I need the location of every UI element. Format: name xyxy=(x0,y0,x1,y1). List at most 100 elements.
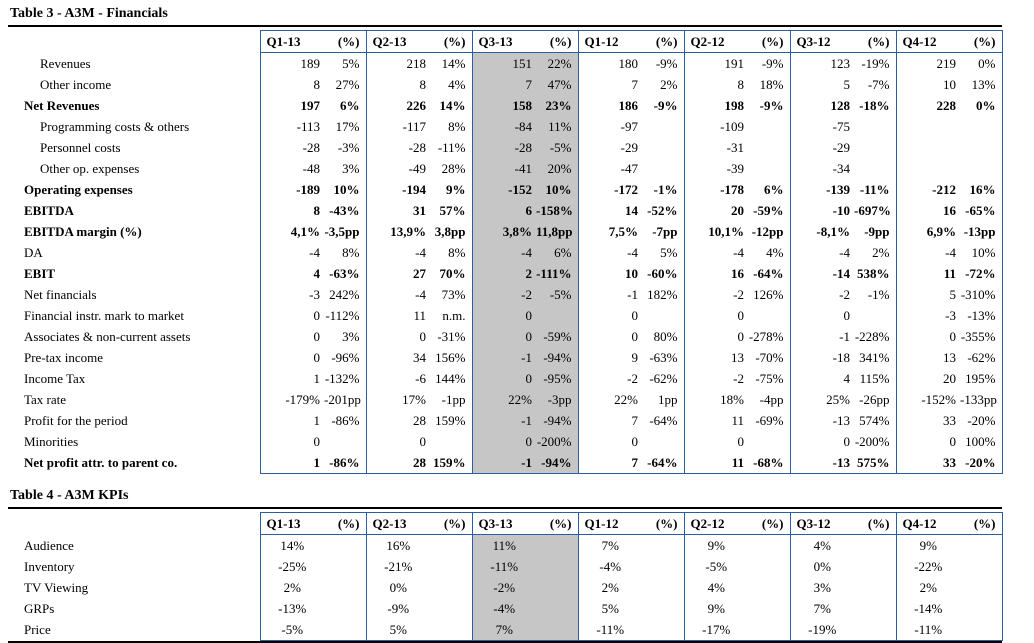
data-cell: -6 xyxy=(365,368,430,389)
data-cell xyxy=(748,116,790,137)
data-cell xyxy=(748,137,790,158)
data-cell: 70% xyxy=(439,266,466,281)
data-cell: -29 xyxy=(577,137,642,158)
data-cell: 1 xyxy=(259,452,324,474)
table-row: Inventory -25% -21% -11% -4% -5% 0% -22% xyxy=(8,556,1003,577)
data-cell: 18% xyxy=(683,389,748,410)
data-cell xyxy=(324,431,366,452)
column-header-pct: (%) xyxy=(748,30,790,53)
row-label: EBIT xyxy=(24,266,56,281)
data-cell: -28 xyxy=(471,137,536,158)
data-cell: -13 xyxy=(789,410,854,431)
data-cell: 219 xyxy=(895,52,960,74)
data-cell xyxy=(536,534,578,556)
data-cell: 197 xyxy=(259,95,324,116)
data-cell xyxy=(960,619,1003,641)
data-cell: -28 xyxy=(365,137,430,158)
data-cell: -133pp xyxy=(960,389,1003,410)
column-header-pct: (%) xyxy=(748,512,790,535)
data-cell: -94% xyxy=(536,347,578,368)
data-cell xyxy=(748,431,790,452)
column-header-pct: (%) xyxy=(324,512,366,535)
data-cell: -12pp xyxy=(751,224,784,239)
data-cell: -9pp xyxy=(864,224,890,239)
column-header-quarter: Q4-12 xyxy=(895,30,960,53)
data-cell: 0 xyxy=(683,326,748,347)
data-cell xyxy=(895,158,960,179)
data-cell: 1 xyxy=(259,410,324,431)
data-cell: 2 xyxy=(471,263,536,284)
data-cell: 31 xyxy=(365,200,430,221)
data-cell: 7% xyxy=(471,619,536,641)
data-cell xyxy=(324,619,366,641)
data-cell: -49 xyxy=(365,158,430,179)
data-cell: -9% xyxy=(365,598,430,619)
data-cell: -60% xyxy=(647,266,678,281)
table-row: Operating expenses -189 10% -194 9% -152 10% -1… xyxy=(8,179,1003,200)
data-cell: 0 xyxy=(577,326,642,347)
data-cell: -5% xyxy=(536,284,578,305)
data-cell: 23% xyxy=(536,95,578,116)
data-cell xyxy=(895,116,960,137)
row-label: Price xyxy=(24,622,51,638)
data-cell: 7 xyxy=(577,74,642,95)
data-cell: -1% xyxy=(653,182,678,197)
data-cell: 191 xyxy=(683,52,748,74)
data-cell xyxy=(642,598,684,619)
data-cell: -96% xyxy=(331,350,360,365)
table-row: Minorities 0 0 0 -200% 0 0 0 -200% 0 100% xyxy=(8,431,1003,452)
table-row: Net profit attr. to parent co. 1 -86% 28 159… xyxy=(8,452,1003,474)
data-cell: 3,8% xyxy=(471,221,536,242)
table-row: Associates & non-current assets 0 3% 0 -31% 0… xyxy=(8,326,1003,347)
row-label: Income Tax xyxy=(24,371,86,386)
column-header-pct: (%) xyxy=(430,512,472,535)
data-cell: 16 xyxy=(683,263,748,284)
data-cell: 11% xyxy=(536,116,578,137)
data-cell: -4 xyxy=(895,242,960,263)
data-cell: 5% xyxy=(342,56,360,71)
row-label: TV Viewing xyxy=(24,580,89,595)
column-header-pct: (%) xyxy=(430,30,472,53)
data-cell: -62% xyxy=(649,371,678,386)
data-cell: -132% xyxy=(324,371,360,386)
table-row: Pre-tax income 0 -96% 34 156% -1 -94% 9 -63% 13 -7… xyxy=(8,347,1003,368)
data-cell xyxy=(854,116,896,137)
corner-cell xyxy=(8,513,260,535)
data-cell xyxy=(430,431,472,452)
data-cell: 0% xyxy=(960,52,1003,74)
data-cell xyxy=(854,137,896,158)
data-cell: 2% xyxy=(577,577,642,598)
column-header-quarter: Q1-13 xyxy=(259,30,324,53)
data-cell: -1 xyxy=(789,326,854,347)
data-cell: 126% xyxy=(753,287,784,302)
data-cell xyxy=(430,556,472,577)
data-cell: -25% xyxy=(259,556,324,577)
data-cell: 0% xyxy=(365,577,430,598)
data-cell: 0% xyxy=(789,556,854,577)
column-header-quarter: Q3-13 xyxy=(471,30,536,53)
data-cell: -70% xyxy=(755,350,784,365)
data-cell: 6,9% xyxy=(895,221,960,242)
data-cell: -84 xyxy=(471,116,536,137)
data-cell: -59% xyxy=(536,326,578,347)
data-cell: -11% xyxy=(859,182,890,197)
column-header-pct: (%) xyxy=(536,30,578,53)
data-cell: 22% xyxy=(471,389,536,410)
data-cell: 156% xyxy=(435,350,466,365)
data-cell: 159% xyxy=(435,413,466,428)
data-cell xyxy=(642,431,684,452)
header-row: Q1-13 (%) Q2-13 (%) Q3-13 (%) Q1-12 (%) Q2-12 (%)… xyxy=(8,512,1003,535)
table-row: Audience 14% 16% 11% 7% 9% 4% 9% xyxy=(8,534,1003,556)
data-cell xyxy=(642,577,684,598)
data-cell: 180 xyxy=(577,52,642,74)
data-cell: -11% xyxy=(471,556,536,577)
data-cell: 3% xyxy=(342,329,360,344)
data-cell: 0 xyxy=(683,431,748,452)
data-cell: 7 xyxy=(471,74,536,95)
data-cell: 11 xyxy=(683,410,748,431)
data-cell: -21% xyxy=(365,556,430,577)
data-cell: -152% xyxy=(895,389,960,410)
data-cell: -4 xyxy=(789,242,854,263)
data-cell: -3pp xyxy=(536,389,578,410)
data-cell: 1 xyxy=(259,368,324,389)
